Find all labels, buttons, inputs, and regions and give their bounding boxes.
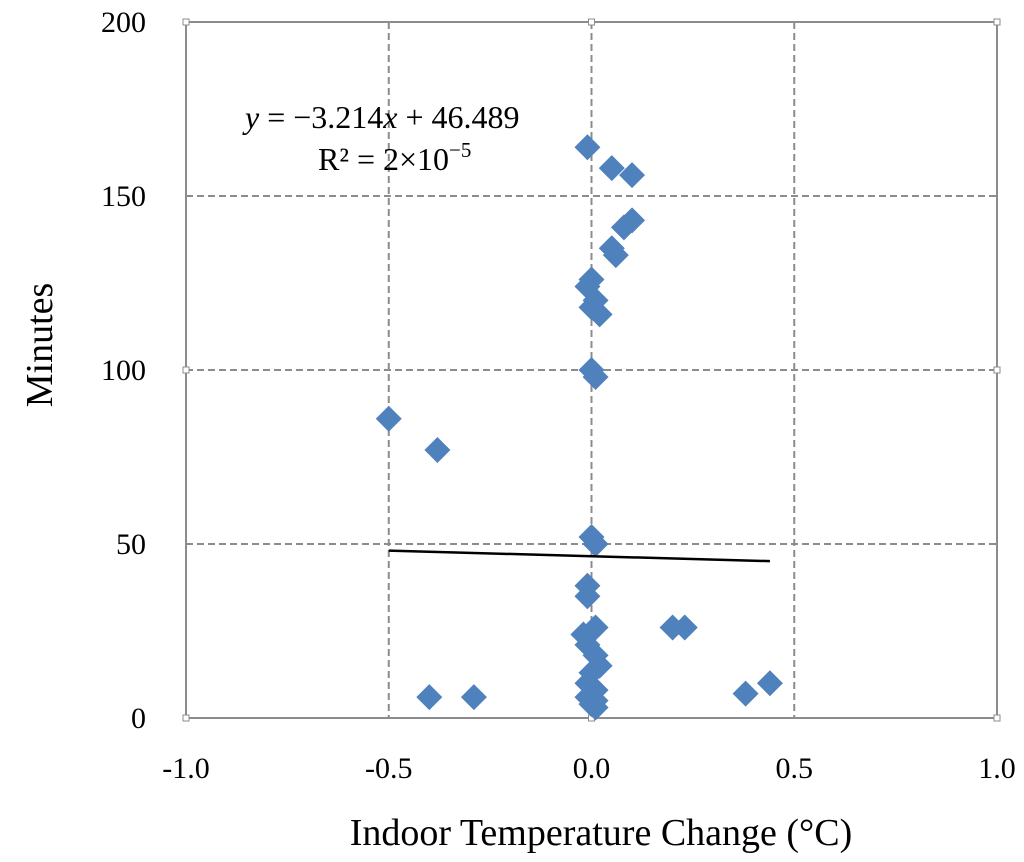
data-point <box>582 531 609 557</box>
data-point <box>460 684 487 711</box>
selection-handle[interactable] <box>182 366 190 374</box>
y-axis-tick-labels: 0 50 100 150 200 <box>101 6 146 735</box>
data-point <box>671 614 698 641</box>
data-point <box>574 583 601 610</box>
data-points <box>375 134 783 721</box>
y-tick-label: 200 <box>101 6 146 39</box>
selection-handle[interactable] <box>993 366 1001 374</box>
y-axis-title: Minutes <box>19 283 61 408</box>
data-point <box>416 684 443 711</box>
selection-handles <box>182 18 1001 722</box>
selection-handle[interactable] <box>993 18 1001 26</box>
data-point <box>756 670 783 697</box>
x-axis-title: Indoor Temperature Change (°C) <box>350 812 853 854</box>
r-squared-base: R² = 2×10 <box>318 141 449 177</box>
x-tick-label: -1.0 <box>162 752 210 785</box>
trendline-equation: y = −3.214x + 46.489 <box>242 99 520 135</box>
data-point <box>375 405 402 432</box>
x-tick-label: 0.5 <box>776 752 814 785</box>
data-point <box>582 363 609 390</box>
r-squared-exponent: −5 <box>449 138 471 162</box>
data-point <box>619 162 646 189</box>
equation-y-var: y <box>242 99 260 135</box>
equation-intercept: + 46.489 <box>398 99 520 135</box>
selection-handle[interactable] <box>993 714 1001 722</box>
equation-x-var: x <box>382 99 397 135</box>
data-point <box>732 680 759 707</box>
x-axis-tick-labels: -1.0 -0.5 0.0 0.5 1.0 <box>162 752 1016 785</box>
data-point <box>586 301 613 328</box>
selection-handle[interactable] <box>588 18 595 26</box>
y-tick-label: 0 <box>131 702 146 735</box>
data-point <box>602 242 629 269</box>
x-tick-label: -0.5 <box>365 752 413 785</box>
r-squared-label: R² = 2×10−5 <box>318 138 471 177</box>
data-point <box>598 155 625 182</box>
data-point <box>574 134 601 161</box>
data-point <box>582 694 609 721</box>
selection-handle[interactable] <box>182 18 190 26</box>
x-tick-label: 1.0 <box>978 752 1016 785</box>
data-point <box>610 214 637 241</box>
y-tick-label: 50 <box>116 528 146 561</box>
y-tick-label: 150 <box>101 180 146 213</box>
trendline <box>388 549 770 563</box>
equation-slope: = −3.214 <box>259 99 383 135</box>
data-point <box>424 437 451 464</box>
x-tick-label: 0.0 <box>573 752 611 785</box>
selection-handle[interactable] <box>182 714 190 722</box>
y-tick-label: 100 <box>101 354 146 387</box>
